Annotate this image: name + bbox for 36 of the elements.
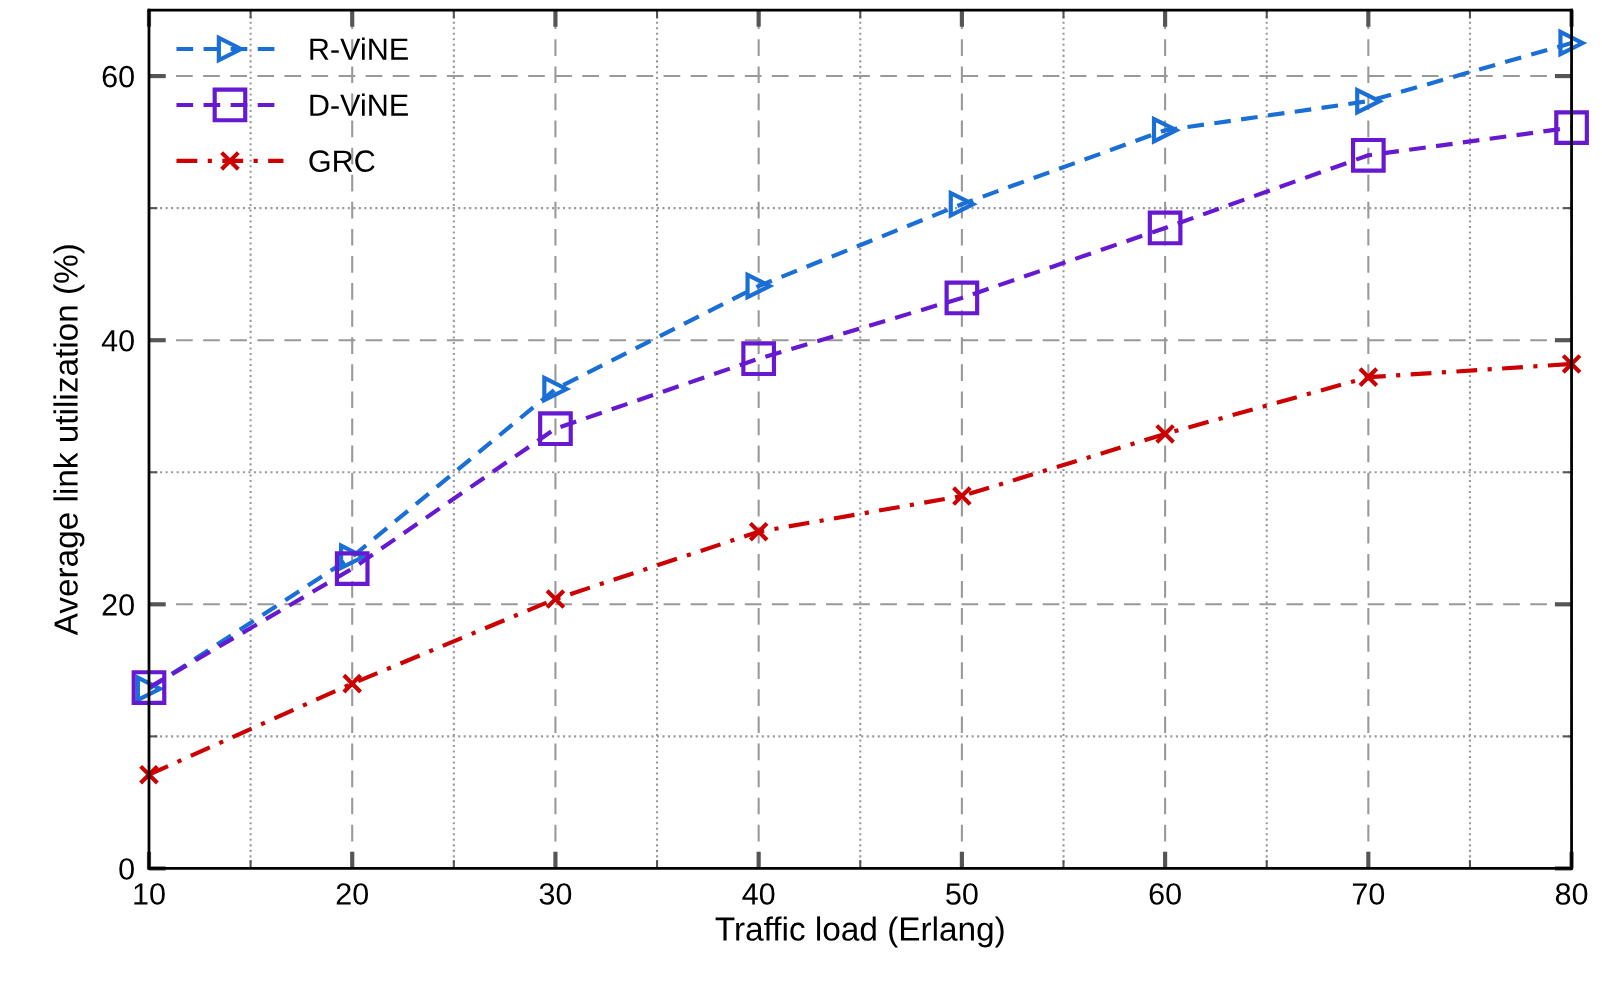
y-tick-label: 40 (101, 329, 134, 352)
point (341, 673, 363, 694)
point (944, 280, 980, 316)
point (542, 375, 569, 403)
x-axis-title: Traffic load (Erlang) (715, 916, 1004, 948)
x-tick-label: 20 (336, 883, 369, 905)
point (1154, 423, 1176, 445)
x-tick-label: 30 (539, 883, 572, 905)
point (538, 411, 573, 447)
x-tick-label: 10 (134, 883, 165, 905)
point (948, 189, 978, 219)
point (748, 521, 770, 543)
point (1554, 110, 1589, 145)
x-tick-label: 60 (1149, 883, 1181, 905)
y-tick-label: 20 (102, 594, 134, 616)
point (138, 764, 160, 786)
point (334, 551, 370, 587)
y-tick-label: 0 (119, 858, 134, 880)
x-tick-label: 80 (1555, 883, 1588, 905)
y-axis-title: Average link utilization (%) (53, 245, 85, 636)
legend-label: R-ViNE (310, 37, 408, 60)
x-tick-label: 50 (946, 883, 978, 905)
point (1355, 87, 1382, 115)
point (741, 341, 777, 377)
point (1147, 210, 1183, 246)
point (1350, 137, 1386, 173)
point (951, 485, 973, 507)
point (1357, 366, 1379, 388)
legend-label: D-ViNE (310, 93, 408, 116)
y-tick-label: 60 (102, 65, 134, 88)
legend-label: GRC (309, 150, 375, 172)
x-tick-label: 70 (1352, 883, 1385, 905)
point (1151, 115, 1181, 145)
x-tick-label: 40 (742, 883, 775, 905)
point (1561, 353, 1582, 375)
point (545, 588, 566, 610)
